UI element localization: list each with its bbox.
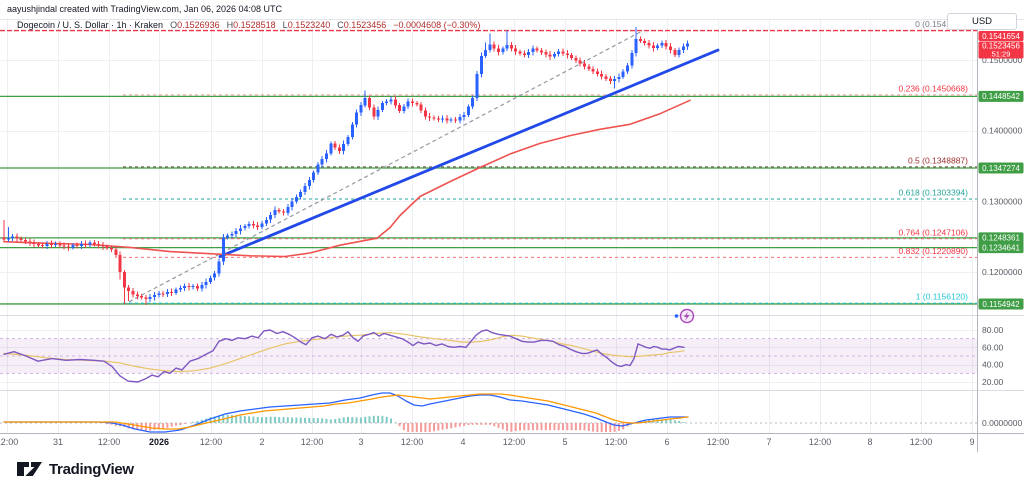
tradingview-logo-icon <box>17 462 42 476</box>
svg-text:12:00: 12:00 <box>98 437 121 447</box>
svg-text:2: 2 <box>259 437 264 447</box>
svg-text:0.618 (0.1303394): 0.618 (0.1303394) <box>899 188 969 198</box>
svg-text:12:00: 12:00 <box>200 437 223 447</box>
price-axis[interactable]: 0.1500000 0.1400000 0.1300000 0.1200000 80.0… <box>982 55 1022 428</box>
svg-text:5: 5 <box>562 437 567 447</box>
svg-text:12:00: 12:00 <box>707 437 730 447</box>
symbol-title[interactable]: Dogecoin / U. S. Dollar · 1h · Kraken <box>17 20 164 30</box>
svg-text:1 (0.1156120): 1 (0.1156120) <box>916 292 968 302</box>
currency-toggle-button[interactable]: USD <box>947 13 1017 30</box>
candles <box>2 26 690 305</box>
svg-text:12:00: 12:00 <box>809 437 832 447</box>
svg-text:0.1200000: 0.1200000 <box>982 267 1022 277</box>
svg-text:0.1347274: 0.1347274 <box>982 164 1020 173</box>
svg-text:12:00: 12:00 <box>401 437 424 447</box>
svg-text:80.00: 80.00 <box>982 325 1004 335</box>
ohlc-val: 0.1526936 <box>177 20 220 30</box>
svg-text:0 (0.1541654): 0 (0.1541654) <box>915 19 968 29</box>
svg-text:31: 31 <box>53 437 63 447</box>
svg-text:6: 6 <box>664 437 669 447</box>
ohlc-key: O <box>170 20 178 30</box>
svg-text:0.1523456: 0.1523456 <box>982 42 1020 51</box>
svg-text:12:00: 12:00 <box>0 437 18 447</box>
ohlc-key: C <box>337 20 344 30</box>
fib-retracement-lines[interactable] <box>0 29 977 304</box>
time-axis[interactable]: 12:00 31 12:00 2026 12:00 2 12:00 3 12:00 4 12:00 5… <box>0 437 975 447</box>
symbol-legend: Dogecoin / U. S. Dollar · 1h · Kraken O0.… <box>17 20 480 30</box>
tradingview-logo-text: TradingView <box>49 460 134 478</box>
svg-text:8: 8 <box>867 437 872 447</box>
svg-text:0.0000000: 0.0000000 <box>982 418 1022 428</box>
svg-text:3: 3 <box>358 437 363 447</box>
svg-text:12:00: 12:00 <box>910 437 933 447</box>
svg-text:12:00: 12:00 <box>301 437 324 447</box>
fib-level-labels: 0 (0.1541654) 0.236 (0.1450668) 0.5 (0.134… <box>899 19 969 302</box>
support-lines <box>0 95 977 305</box>
trendline[interactable] <box>218 48 720 258</box>
svg-text:51:29: 51:29 <box>992 50 1011 59</box>
svg-text:0.1300000: 0.1300000 <box>982 196 1022 206</box>
lightning-sticker-icon[interactable] <box>674 308 695 324</box>
svg-text:4: 4 <box>460 437 465 447</box>
svg-text:7: 7 <box>766 437 771 447</box>
svg-text:0.1541654: 0.1541654 <box>982 32 1020 41</box>
ohlc-val: 0.1528518 <box>233 20 276 30</box>
svg-text:60.00: 60.00 <box>982 342 1004 352</box>
pane-separators <box>0 19 1024 452</box>
svg-text:0.764 (0.1247106): 0.764 (0.1247106) <box>899 227 969 237</box>
ohlc-val: 0.1523240 <box>287 20 331 30</box>
svg-text:20.00: 20.00 <box>982 377 1004 387</box>
svg-text:2026: 2026 <box>149 437 169 447</box>
svg-text:0.5 (0.1348887): 0.5 (0.1348887) <box>908 155 968 165</box>
tradingview-logo: TradingView <box>16 460 134 478</box>
svg-text:0.1234641: 0.1234641 <box>982 243 1020 252</box>
svg-text:0.1448542: 0.1448542 <box>982 92 1020 101</box>
ohlc-key: H <box>226 20 234 30</box>
current-price-badge <box>978 41 1024 59</box>
ohlc-key: L <box>282 20 288 30</box>
svg-text:0.1400000: 0.1400000 <box>982 126 1022 136</box>
svg-text:0.236 (0.1450668): 0.236 (0.1450668) <box>899 83 969 93</box>
svg-text:0.1248361: 0.1248361 <box>982 234 1020 243</box>
macd-indicator <box>0 392 977 433</box>
ohlc-values: O0.1526936 H0.1528518 L0.1523240 C0.1523456 <box>163 20 386 30</box>
svg-text:12:00: 12:00 <box>503 437 526 447</box>
attribution-text: aayushjindal created with TradingView.co… <box>7 4 282 14</box>
ohlc-val: 0.1523456 <box>343 20 387 30</box>
svg-text:12:00: 12:00 <box>605 437 628 447</box>
change-value: −0.0004608 (−0.30%) <box>393 20 481 30</box>
chart-canvas[interactable]: 0.15000000.14000000.13000000.120000080.0… <box>0 0 1024 452</box>
rsi-indicator <box>3 329 685 383</box>
svg-text:0.1500000: 0.1500000 <box>982 55 1022 65</box>
svg-text:9: 9 <box>969 437 974 447</box>
svg-text:40.00: 40.00 <box>982 360 1004 370</box>
svg-text:0.832 (0.1220890): 0.832 (0.1220890) <box>899 246 969 256</box>
svg-text:0.1154942: 0.1154942 <box>982 300 1020 309</box>
